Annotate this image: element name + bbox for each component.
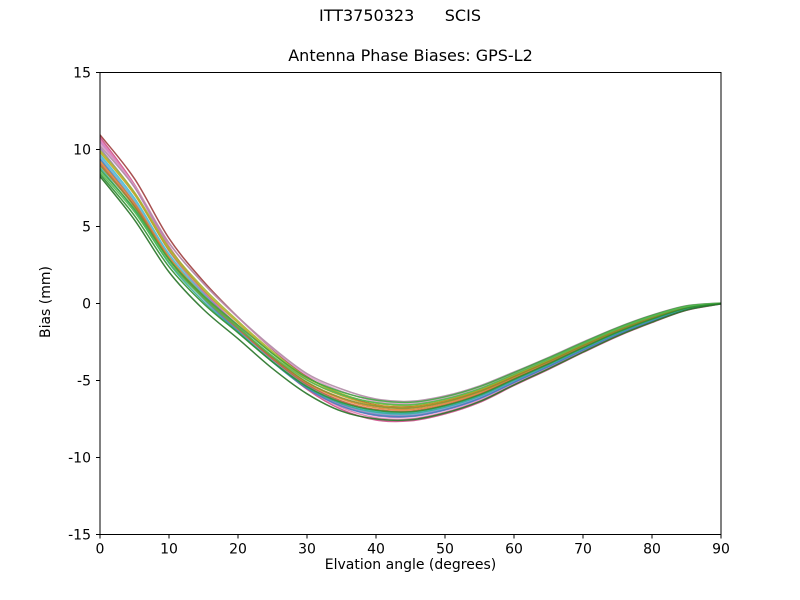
y-tick-label: 15: [73, 66, 91, 82]
figure-suptitle: ITT3750323 SCIS: [319, 6, 481, 25]
series-line-15: [99, 164, 722, 410]
x-tick-label: 10: [160, 542, 178, 558]
x-tick-label: 90: [712, 542, 730, 558]
y-tick-label: 10: [73, 143, 91, 159]
y-tick-label: -10: [68, 451, 91, 467]
x-tick-label: 50: [436, 542, 454, 558]
x-tick-label: 0: [96, 542, 105, 558]
series-line-16: [99, 167, 722, 415]
axes-spines: [99, 72, 722, 535]
series-line-20: [99, 175, 722, 422]
series-line-19: [99, 173, 722, 413]
x-tick-label: 40: [367, 542, 385, 558]
series-line-10: [99, 154, 722, 414]
series-line-17: [99, 169, 722, 404]
x-tick-label: 70: [574, 542, 592, 558]
y-tick-label: 0: [82, 297, 91, 313]
series-line-18: [99, 171, 722, 406]
x-tick-label: 60: [505, 542, 523, 558]
y-tick-label: -15: [68, 528, 91, 544]
x-tick-label: 30: [298, 542, 316, 558]
series-line-05: [99, 143, 722, 405]
series-line-07: [99, 147, 722, 417]
series-line-08: [99, 149, 722, 407]
chart-title: Antenna Phase Biases: GPS-L2: [288, 46, 533, 65]
series-line-01: [99, 134, 722, 408]
series-line-06: [99, 145, 722, 403]
series-line-09: [99, 151, 722, 409]
x-tick-label: 80: [643, 542, 661, 558]
x-tick-label: 20: [229, 542, 247, 558]
x-axis-label: Elvation angle (degrees): [324, 557, 497, 573]
y-tick-label: -5: [77, 374, 91, 390]
y-axis-label: Bias (mm): [38, 265, 54, 339]
y-tick-label: 5: [82, 220, 91, 236]
